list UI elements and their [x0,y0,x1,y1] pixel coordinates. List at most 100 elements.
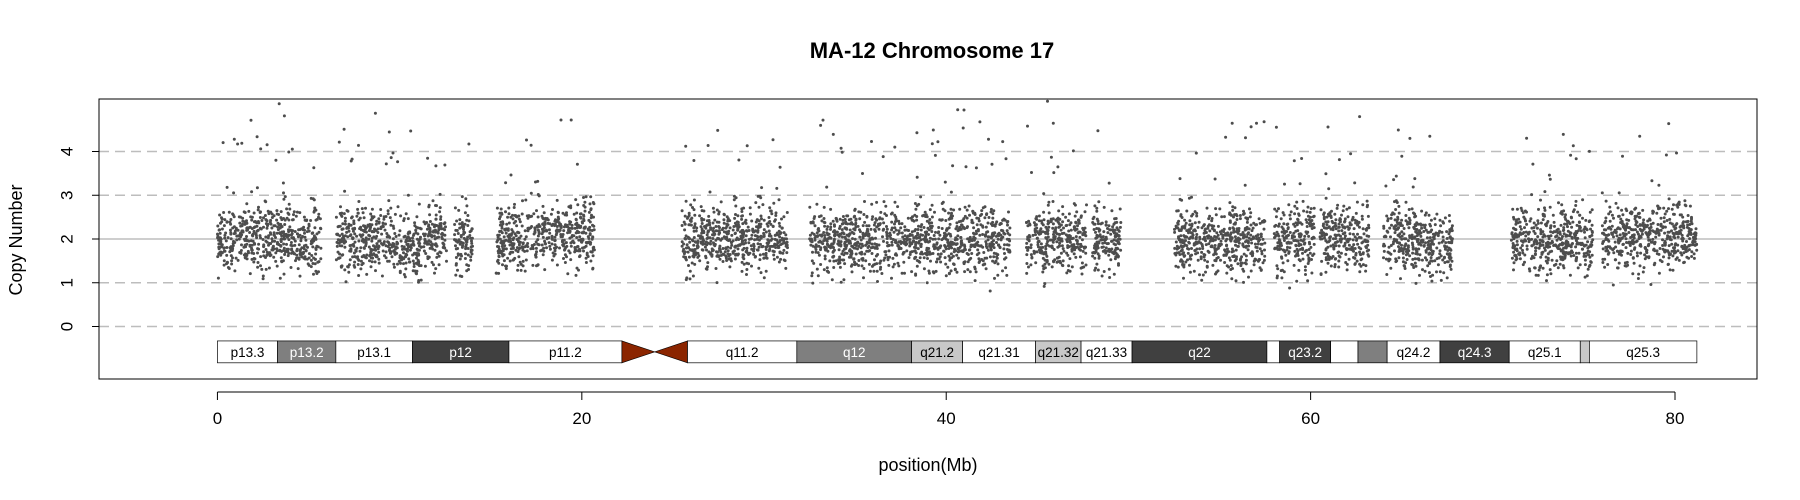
data-point [1210,238,1214,242]
data-point [406,217,410,221]
data-point [1282,231,1286,235]
data-point [504,231,508,235]
data-point [736,228,740,232]
data-point [299,239,303,243]
data-point [1250,250,1254,254]
data-point [963,244,967,248]
data-point [512,221,516,225]
data-point [437,263,441,267]
data-point [306,245,309,249]
data-point [430,245,434,248]
data-point [704,224,708,228]
data-point [303,235,307,239]
data-point [589,259,593,263]
data-point [574,218,578,222]
data-point [1097,200,1101,204]
data-point [842,258,846,262]
data-point [556,211,560,215]
data-point [880,217,884,221]
data-point [773,218,777,222]
data-point [1397,211,1401,215]
data-point [542,226,546,230]
data-point [919,238,923,242]
data-point [1180,216,1184,219]
data-point [239,215,242,219]
data-point [1104,223,1108,227]
data-point [370,230,374,234]
data-point [752,252,756,256]
data-point [1279,217,1283,221]
data-point [989,248,993,252]
data-point [1030,255,1034,259]
data-point [848,240,852,244]
data-point [219,242,223,246]
data-point [970,218,974,222]
data-point [1395,241,1399,244]
data-point [277,102,281,106]
data-point [1094,230,1097,234]
data-point [989,207,993,211]
data-point [1365,246,1368,250]
data-point [1068,269,1072,273]
data-point [977,219,981,223]
data-point [258,216,262,219]
data-point [1176,247,1179,251]
data-point [1275,264,1279,268]
data-point [381,221,385,225]
data-point [1032,249,1036,253]
data-point [557,221,561,225]
data-point [1294,243,1298,247]
data-point [1095,227,1099,230]
data-point [1354,211,1358,215]
data-point [524,258,528,262]
data-point [275,218,279,222]
data-point [1200,278,1204,282]
data-point [753,234,757,238]
data-point [700,231,704,235]
data-point [995,220,999,224]
data-point [1207,234,1211,238]
data-point [383,228,387,232]
data-point [810,274,814,278]
data-point [853,228,857,232]
data-point [1355,259,1359,263]
data-point [1216,269,1220,273]
data-point [565,213,569,217]
data-point [768,206,772,210]
data-point [442,243,446,246]
data-point [415,269,419,273]
data-point [465,204,469,208]
data-point [422,245,426,249]
data-point [1277,224,1280,228]
data-point [687,214,691,217]
data-point [338,234,342,238]
data-point [782,248,786,252]
data-point [1185,209,1189,213]
centromere-band [621,340,656,364]
data-point [1096,252,1100,256]
data-point [757,266,761,270]
data-point [1251,237,1255,241]
data-point [842,232,846,236]
data-point [927,250,931,254]
data-point [818,233,822,237]
data-point [1249,125,1253,129]
data-point [592,215,595,219]
data-point [1417,257,1421,261]
data-point [1037,214,1041,218]
data-point [1247,227,1251,231]
data-point [1324,270,1328,274]
data-point [460,195,464,199]
data-point [443,246,447,250]
data-point [854,223,857,227]
data-point [1357,220,1361,224]
data-point [1319,272,1323,276]
data-point [1198,247,1202,251]
data-point [969,245,973,249]
data-point [415,215,419,219]
data-point [897,264,901,268]
data-point [561,211,565,215]
data-point [504,267,508,271]
data-point [1417,242,1421,246]
data-point [827,270,831,274]
